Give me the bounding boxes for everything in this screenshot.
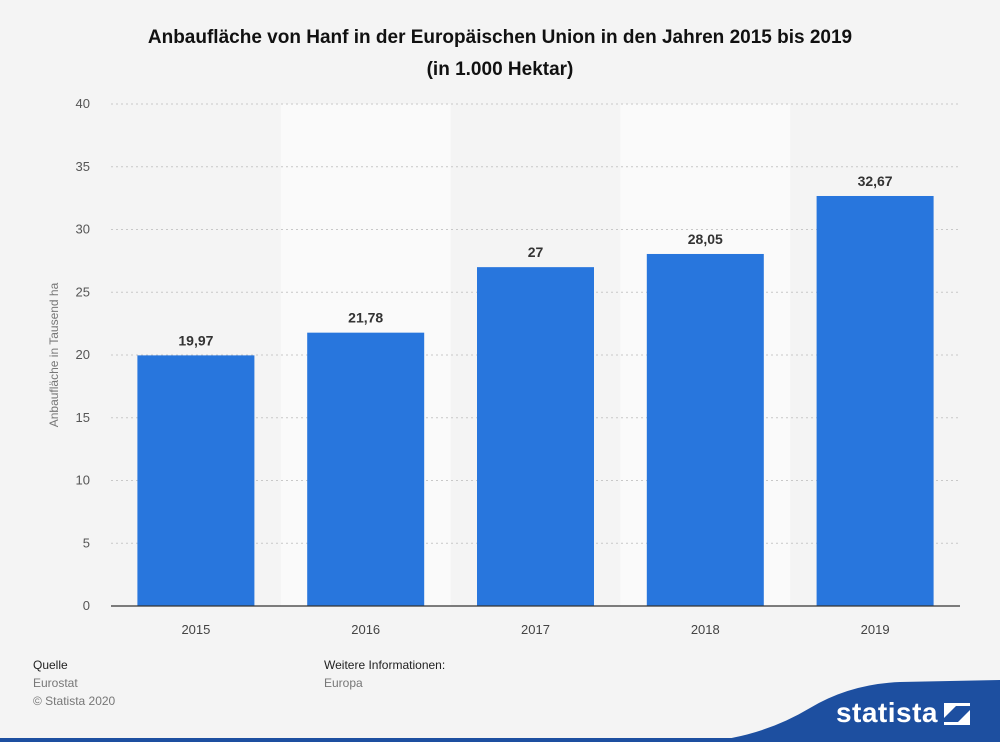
x-tick-label: 2017	[521, 622, 550, 637]
x-tick-label: 2018	[691, 622, 720, 637]
chart-title-line1: Anbaufläche von Hanf in der Europäischen…	[147, 27, 853, 48]
bar	[307, 332, 425, 606]
data-label: 32,67	[858, 173, 893, 189]
chart-title: Anbaufläche von Hanf in der Europäischen…	[0, 22, 1000, 86]
y-tick-label: 35	[76, 159, 90, 174]
y-axis-label: Anbaufläche in Tausend ha	[47, 282, 61, 427]
y-tick-label: 15	[76, 410, 90, 425]
data-label: 28,05	[688, 231, 723, 247]
brand-background	[700, 680, 1000, 742]
chart-title-line2: (in 1.000 Hektar)	[426, 59, 574, 80]
copyright-text: © Statista 2020	[33, 694, 116, 708]
bar	[816, 195, 934, 606]
y-tick-label: 5	[83, 535, 90, 550]
bottom-accent-line	[0, 738, 1000, 742]
source-heading: Quelle	[33, 658, 68, 672]
source-block: Quelle Eurostat © Statista 2020	[33, 656, 115, 710]
y-tick-label: 40	[76, 96, 90, 111]
statista-logo-icon	[944, 703, 970, 725]
data-label: 19,97	[178, 332, 213, 348]
x-tick-label: 2019	[861, 622, 890, 637]
y-tick-label: 0	[83, 598, 90, 613]
x-tick-label: 2015	[181, 622, 210, 637]
x-tick-label: 2016	[351, 622, 380, 637]
bar	[477, 267, 594, 606]
y-tick-label: 20	[76, 347, 90, 362]
info-heading: Weitere Informationen:	[324, 658, 446, 672]
data-label: 27	[528, 244, 544, 260]
statista-brand[interactable]: statista	[700, 680, 1000, 742]
y-tick-label: 10	[76, 473, 90, 488]
statista-logo-text: statista	[835, 697, 938, 728]
bar	[137, 355, 255, 606]
data-label: 21,78	[348, 310, 383, 326]
y-tick-label: 30	[76, 222, 90, 237]
source-link[interactable]: Eurostat	[33, 676, 78, 690]
info-block: Weitere Informationen: Europa	[324, 656, 445, 692]
y-tick-label: 25	[76, 284, 90, 299]
info-region: Europa	[324, 676, 363, 690]
bar	[646, 253, 764, 606]
